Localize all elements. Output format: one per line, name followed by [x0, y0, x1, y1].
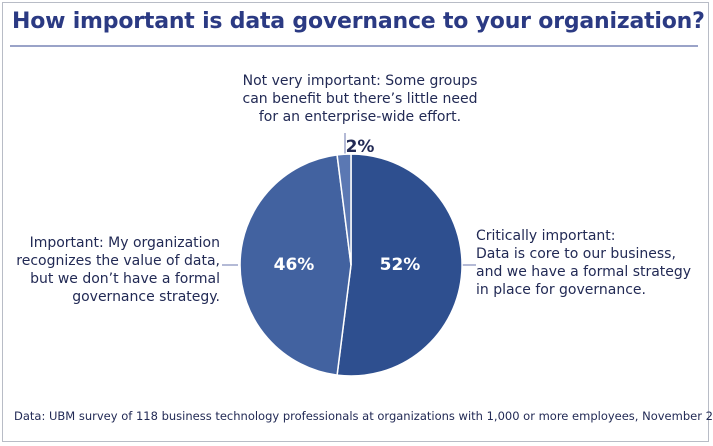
- slice-label-critically-important: 52%: [380, 255, 421, 275]
- slice-label-important: 46%: [274, 255, 315, 275]
- title-divider: [10, 45, 698, 47]
- annotation-critically-important: Critically important: Data is core to ou…: [476, 228, 692, 298]
- pie-slice-critically-important: [336, 153, 463, 377]
- annotation-not-very-important: Not very important: Some groups can bene…: [242, 73, 478, 125]
- annotation-important: Important: My organization recognizes th…: [16, 235, 220, 305]
- chart-title: How important is data governance to your…: [12, 9, 705, 34]
- pie-slice-important: [239, 154, 352, 376]
- pie-slice-not-very-important: [336, 153, 352, 266]
- source-note: Data: UBM survey of 118 business technol…: [14, 409, 713, 423]
- slice-label-not-very-important: 2%: [346, 137, 375, 157]
